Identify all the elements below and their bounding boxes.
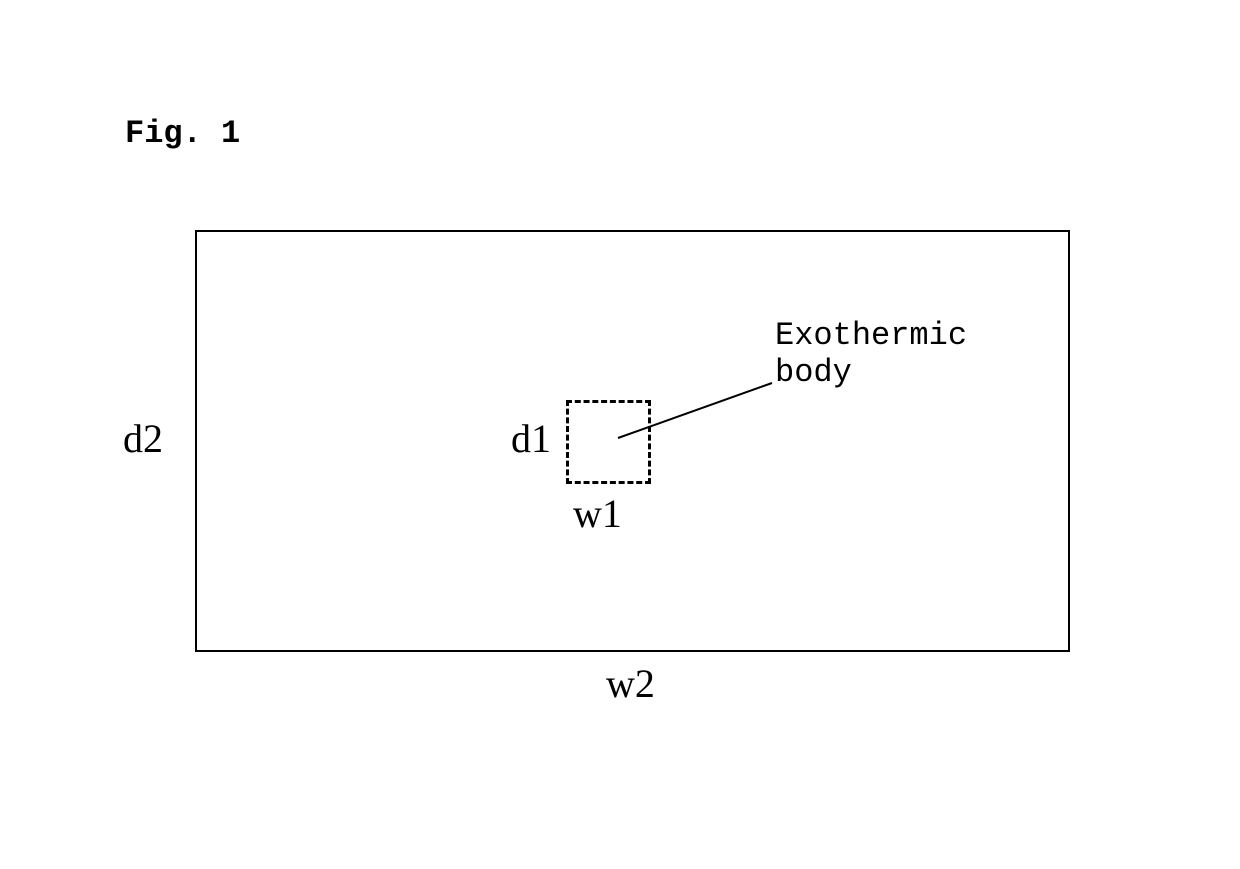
callout-label: Exothermic body [775, 318, 967, 392]
label-d1: d1 [511, 415, 551, 462]
label-d2: d2 [123, 415, 163, 462]
callout-line2: body [775, 354, 852, 391]
label-w2: w2 [606, 660, 655, 707]
label-w1: w1 [573, 490, 622, 537]
exothermic-body-rect [566, 400, 651, 484]
callout-line1: Exothermic [775, 317, 967, 354]
figure-title: Fig. 1 [125, 115, 240, 152]
